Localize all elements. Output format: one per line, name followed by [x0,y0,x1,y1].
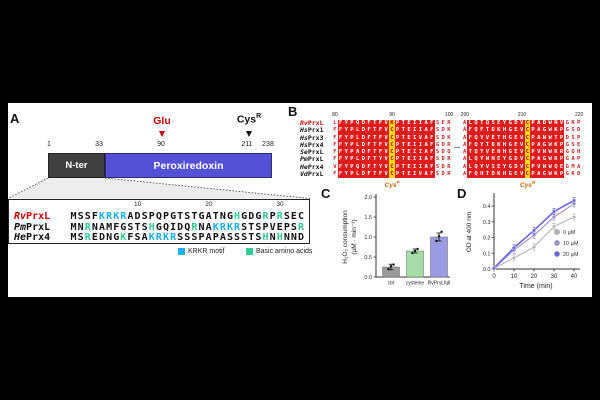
svg-text:0.4: 0.4 [483,204,491,210]
svg-text:0.1: 0.1 [483,251,491,257]
cysr-col-sup: R [531,180,536,185]
svg-text:Time (min): Time (min) [519,283,552,290]
ruler-number: 30 [276,201,284,208]
sequence-name: HsPrx1 [300,126,324,135]
svg-text:30: 30 [551,274,558,280]
alignment-row: VdPrxL F F Y P L D F T F V C P T E I V A F S D R A F Q H T D K H G E V C P… [300,170,582,179]
sequence-name: RvPrxL [300,119,324,127]
peroxiredoxin-domain-box: Peroxiredoxin [105,153,272,178]
sequence-name: PmPrxL [300,155,324,164]
sequence-name: PmPrxL [14,221,51,233]
zoom-trapezoid [8,178,310,199]
svg-text:10: 10 [511,274,518,280]
sequence-name: VdPrxL [300,170,324,179]
alignment-row: HePrx4 MSREDNGKFSAKRKRSSSPAPASSSTSHNHNND [14,232,305,243]
residue-number-238: 238 [262,141,274,148]
svg-text:1.0: 1.0 [364,235,372,241]
ruler-number: 90 [389,112,395,118]
glu-arrow-icon [159,131,165,137]
cysr-arrow-icon [246,131,252,137]
basic-swatch-icon [246,248,253,255]
svg-text:0.2: 0.2 [483,236,491,242]
residue-number-90: 90 [157,141,165,148]
svg-text:cysteine: cysteine [406,281,425,287]
alignment-a-box: 10 20 30 RvPrxL MSSFKRKRADSPQPGTSTGATNGHGDG… [8,199,310,244]
ruler-number: 20 [205,201,213,208]
alignment-row: RvPrxL MSSFKRKRADSPQPGTSTGATNGHGDGRPRSEC [14,211,305,222]
line-chart-od400: 0 10 20 30 40 Time (min) 0.0 0.1 0.2 0.3 0.4 OD at … [466,193,580,290]
svg-text:H₂O₂ consumption: H₂O₂ consumption [342,210,349,264]
svg-text:20 µM: 20 µM [563,252,579,258]
panel-a-label: A [10,111,20,126]
svg-text:RvPrxLfull: RvPrxLfull [428,281,451,287]
svg-text:0.3: 0.3 [483,220,491,226]
cysr-sup: R [256,113,262,120]
krkr-swatch-icon [178,248,185,255]
alignment-row: HsPrx3 F F Y P L D F T F V C P T E I V A F S D K A F Q Y V E T H G E V C P… [300,133,582,142]
ruler-number: 10 [134,201,142,208]
sequence-name: HePrx4 [14,232,51,243]
svg-text:10 µM: 10 µM [563,241,579,247]
svg-text:20: 20 [531,274,538,280]
ruler-number: 200 [460,112,470,118]
krkr-legend-label: KRKR motif [188,248,225,255]
legend-krkr-motif: KRKR motif [178,248,225,255]
residue-number-33: 33 [95,141,103,148]
cysp-text: Cys [384,182,397,190]
svg-text:40: 40 [571,274,578,280]
svg-text:(µM · min⁻¹): (µM · min⁻¹) [351,219,358,254]
bar-chart-h2o2-consumption: 0.0 0.5 1.0 1.5 2.0 H₂O₂ consumption (µM · min… [342,194,451,287]
panel-b-label: B [288,104,298,119]
legend-basic-amino-acids: Basic amino acids [246,248,312,255]
svg-text:2.0: 2.0 [364,195,372,201]
cysr-column-label: CysR [520,180,535,189]
cysr-col-text: Cys [519,182,532,190]
svg-text:1.5: 1.5 [364,215,372,221]
panel-d-label: D [457,186,467,201]
sequence-name: SePrxL [300,148,324,157]
sequence-name: RvPrxL [14,211,51,222]
sequence-name: HePrx4 [300,162,324,171]
svg-text:0: 0 [492,274,496,280]
svg-text:0.5: 0.5 [364,255,372,261]
cysr-site-label: CysR [237,113,261,126]
alignment-row: HsPrx1 F F Y P L D F T F V C P T E I I A F S D K A F Q F T D K H G E V C P… [300,126,582,135]
glu-site-label: Glu [153,115,171,127]
svg-text:0.0: 0.0 [483,267,491,273]
cysr-text: Cys [236,113,257,126]
svg-text:OD at 400 nm: OD at 400 nm [466,212,473,252]
alignment-row: PmPrxL MNRNAMFGSTSHGQIDQRNAKRKRSTSPVEPSR [14,221,305,233]
svg-text:0 µM: 0 µM [563,230,576,236]
alignment-row: HsPrx4 F F Y P L D F T F V C P T E I I A F G D R A F Q Y T D K H G E V C P… [300,140,582,150]
cysp-sup: P [396,180,400,185]
sequence-name: HsPrx4 [300,140,324,149]
nter-domain-box: N-ter [48,153,105,178]
ruler-number: 100 [444,112,454,118]
residue-number-1: 1 [47,141,51,148]
figure-panel: A Glu CysR 1 33 90 211 238 N-ter Peroxir… [8,103,592,297]
alignment-row: PmPrxL F F Y P L D F T Y V C P T E I I A F S D R A L Q Y N N E Y G D V C P… [300,155,582,164]
ruler-number: 80 [332,112,338,118]
panel-c-label: C [321,186,331,201]
alignment-b: 80 90 100 200 210 220 RvPrxL L F Y P Q D F T F V K P T E I I A… [300,112,590,194]
svg-text:0.0: 0.0 [364,275,372,281]
alignment-row: RvPrxL L F Y P Q D F T F V K P T E I I A F S E R A L Q T Q S E Y G D V C P… [300,119,582,128]
residue-number-211: 211 [241,141,253,148]
svg-text:ctrl: ctrl [388,281,395,287]
alignment-row: HePrx4 V F Y P Q D F T Y V C P T E I I A F S D R A L Q Y V S E Y G D V C P… [300,162,582,172]
alignment-gap-ellipsis: ... [454,143,460,150]
sequence-name: HsPrx3 [300,133,324,142]
alignment-b-rows: RvPrxL L F Y P Q D F T F V K P T E I I A F S E R A L Q T Q S E Y G D V C P… [300,119,582,179]
ruler-number: 220 [574,112,584,118]
ruler-number: 210 [517,112,527,118]
basic-legend-label: Basic amino acids [256,248,313,255]
alignment-a-rows: RvPrxL MSSFKRKRADSPQPGTSTGATNGHGDGRPRSEC P… [9,210,309,243]
alignment-row: SePrxL F F Y P A D F T F V C P T E I I A F S D Q A T Q Y V E H H G E V C P… [300,148,582,157]
cysp-column-label: CysP [385,180,400,189]
